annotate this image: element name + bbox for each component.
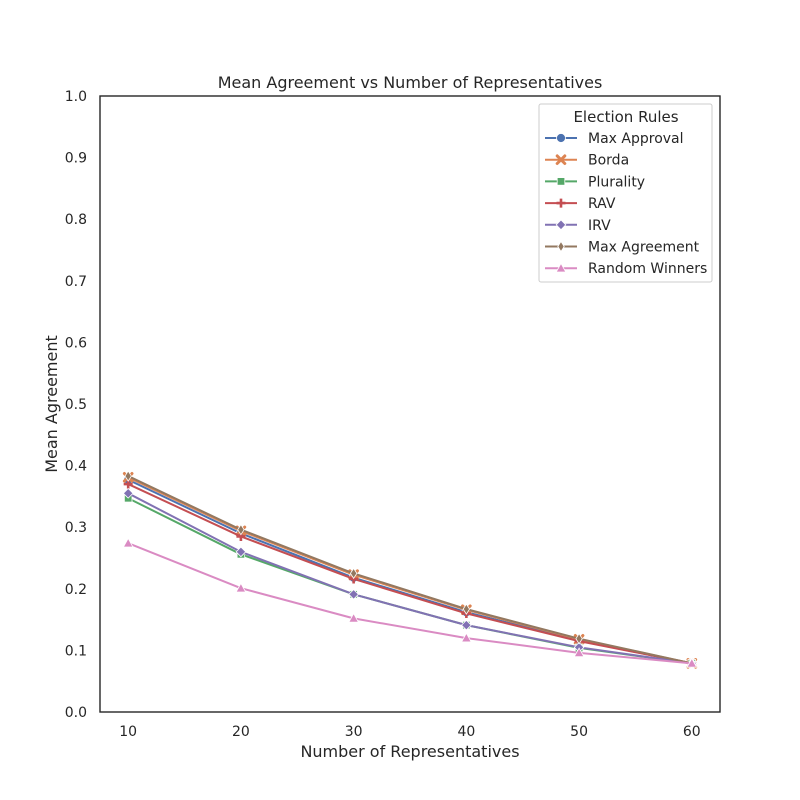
chart-title: Mean Agreement vs Number of Representati… (218, 73, 603, 92)
legend-title: Election Rules (573, 108, 678, 126)
y-tick-label: 0.1 (65, 643, 87, 659)
x-tick-label: 20 (232, 724, 250, 740)
y-axis: 0.0 0.1 0.2 0.3 0.4 0.5 0.6 0.7 0.8 0.9 1.0 (65, 89, 87, 721)
y-tick-label: 0.8 (65, 212, 87, 228)
legend-marker (556, 133, 566, 143)
y-tick-label: 0.5 (65, 397, 87, 413)
legend-marker (555, 219, 567, 231)
legend-label: Plurality (588, 174, 645, 190)
legend-box (538, 103, 713, 283)
y-tick-label: 0.9 (65, 151, 87, 167)
data-point (348, 612, 360, 623)
data-point (460, 632, 472, 643)
data-point (462, 603, 471, 615)
series-line-max-agreement (127, 475, 693, 665)
data-point (237, 523, 245, 536)
series-line-rav (127, 483, 693, 665)
data-point (235, 546, 247, 558)
y-axis-label: Mean Agreement (42, 335, 61, 473)
x-axis-label: Number of Representatives (300, 742, 519, 761)
legend-label: Max Approval (588, 131, 684, 147)
series-irv (122, 487, 698, 669)
y-tick-label: 0.6 (65, 335, 87, 351)
legend-label: Random Winners (588, 261, 707, 277)
legend-item-max-approval: Max Approval (545, 131, 684, 147)
plot-frame (99, 95, 721, 713)
legend-item-plurality: Plurality (545, 174, 645, 190)
data-point (124, 470, 132, 482)
series-borda (122, 472, 698, 669)
data-point (460, 619, 472, 631)
x-tick-label: 40 (457, 724, 475, 740)
series-rav (123, 479, 697, 668)
data-point (349, 567, 358, 580)
legend-item-rav: RAV (545, 196, 616, 212)
legend-marker (557, 240, 565, 253)
data-point (686, 657, 698, 668)
y-tick-label: 0.0 (65, 705, 87, 721)
legend-label: Max Agreement (588, 240, 700, 256)
series-line-max-approval (127, 478, 693, 665)
legend-marker (556, 177, 566, 186)
plot-area (122, 470, 698, 670)
x-axis: 10 20 30 40 50 60 (119, 724, 700, 740)
data-point (235, 582, 247, 593)
legend-marker (555, 154, 567, 165)
data-point (348, 588, 360, 600)
data-point (122, 537, 134, 548)
series-line-random-winners (127, 542, 692, 665)
legend-label: RAV (588, 196, 616, 212)
series-max-approval (123, 474, 697, 669)
data-point (573, 647, 585, 658)
legend-item-random-winners: Random Winners (545, 261, 707, 277)
legend-item-irv: IRV (545, 218, 611, 234)
series-line-borda (127, 476, 693, 665)
y-tick-label: 0.2 (65, 582, 87, 598)
series-plurality (123, 494, 697, 668)
legend: Election Rules Max Approval Borda Pluralit… (538, 103, 713, 283)
x-tick-label: 50 (570, 724, 588, 740)
legend-label: Borda (588, 153, 629, 169)
legend-item-borda: Borda (545, 153, 629, 169)
data-point (122, 487, 134, 499)
series-random-winners (122, 537, 698, 668)
legend-marker (556, 198, 566, 208)
legend-marker (555, 262, 567, 273)
legend-item-max-agreement: Max Agreement (545, 240, 700, 256)
y-tick-label: 0.7 (65, 274, 87, 290)
x-tick-label: 60 (683, 724, 701, 740)
x-tick-label: 10 (119, 724, 137, 740)
series-max-agreement (124, 470, 696, 670)
y-tick-label: 1.0 (65, 89, 87, 105)
y-tick-label: 0.3 (65, 520, 87, 536)
legend-label: IRV (588, 218, 611, 234)
data-point (575, 632, 583, 645)
series-line-irv (127, 492, 692, 665)
y-tick-label: 0.4 (65, 459, 87, 475)
x-tick-label: 30 (345, 724, 363, 740)
